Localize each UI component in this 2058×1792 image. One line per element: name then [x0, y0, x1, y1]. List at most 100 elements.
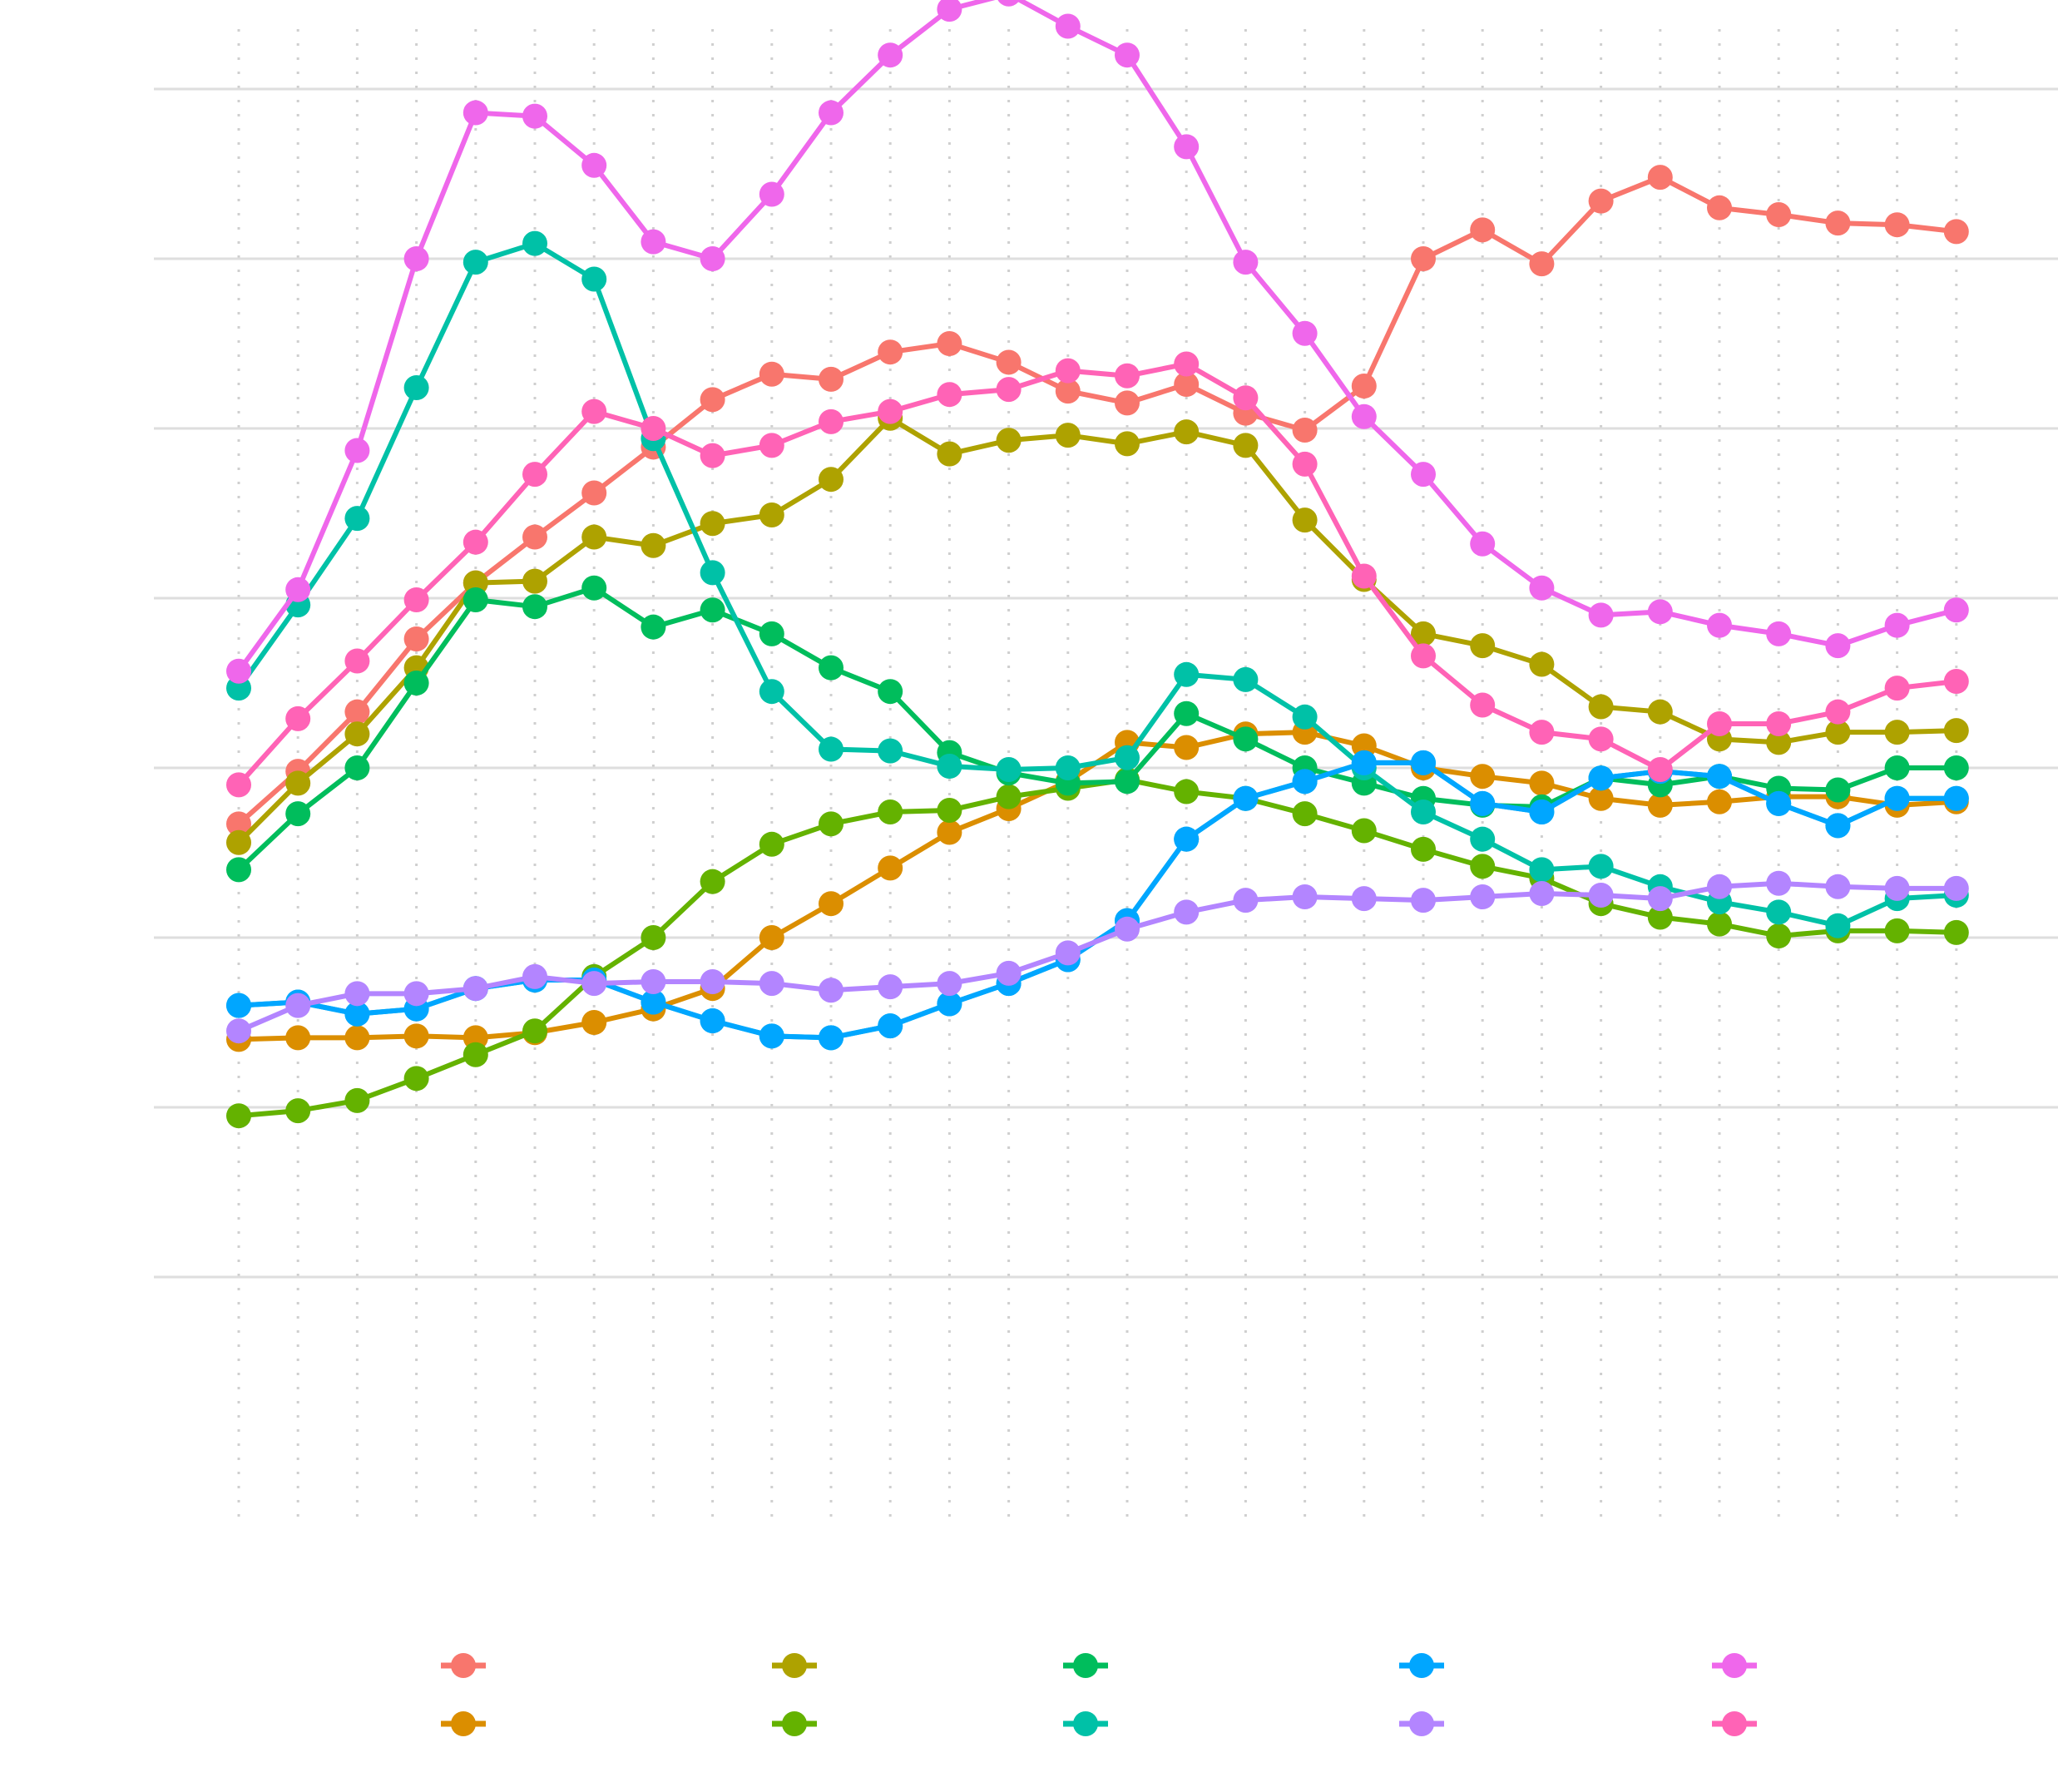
data-point	[700, 443, 725, 468]
data-point	[226, 829, 251, 855]
data-point	[759, 971, 784, 997]
legend-key-point	[1722, 1653, 1747, 1678]
data-point	[1292, 451, 1318, 477]
data-point	[403, 246, 429, 271]
data-point	[1529, 575, 1555, 601]
data-point	[226, 658, 251, 684]
data-point	[1411, 799, 1436, 825]
legend-key-point	[1409, 1653, 1434, 1678]
data-point	[226, 772, 251, 798]
data-point	[819, 100, 843, 126]
data-point	[1766, 790, 1792, 816]
data-point	[641, 925, 666, 950]
data-point	[700, 560, 725, 586]
data-point	[1647, 699, 1673, 725]
data-point	[878, 1013, 903, 1039]
data-point	[1766, 730, 1792, 755]
data-point	[1470, 764, 1496, 790]
series-6	[226, 230, 1969, 938]
data-point	[1766, 870, 1792, 896]
legend-key-point	[1722, 1711, 1747, 1736]
data-point	[1647, 165, 1673, 191]
data-point	[1529, 251, 1555, 277]
data-point	[1174, 735, 1200, 760]
data-point	[878, 398, 903, 424]
data-point	[700, 511, 725, 537]
data-point	[403, 981, 429, 1007]
data-point	[1292, 507, 1318, 533]
data-point	[1411, 621, 1436, 646]
data-point	[1647, 792, 1673, 818]
data-point	[700, 969, 725, 995]
data-point	[759, 181, 784, 207]
data-point	[700, 246, 725, 271]
data-point	[344, 981, 370, 1007]
data-point	[1588, 726, 1614, 752]
data-point	[641, 969, 666, 995]
data-point	[1529, 720, 1555, 745]
data-point	[1233, 726, 1259, 752]
legend-key-point	[1409, 1711, 1434, 1736]
data-point	[522, 103, 547, 129]
data-point	[1588, 883, 1614, 908]
data-point	[1292, 769, 1318, 795]
data-point	[1055, 379, 1081, 404]
data-point	[759, 433, 784, 458]
data-point	[641, 989, 666, 1015]
data-point	[1943, 785, 1969, 811]
series-line	[236, 880, 1959, 1034]
data-point	[1943, 219, 1969, 245]
series-line	[236, 0, 1959, 674]
data-point	[1470, 884, 1496, 910]
data-point	[1766, 710, 1792, 736]
data-point	[522, 1018, 547, 1044]
data-point	[522, 524, 547, 550]
data-point	[285, 993, 311, 1018]
data-point	[1588, 188, 1614, 214]
data-point	[403, 671, 429, 696]
data-point	[285, 1025, 311, 1051]
data-point	[1588, 694, 1614, 720]
data-point	[344, 755, 370, 780]
data-point	[1825, 720, 1851, 745]
legend-item	[1063, 1653, 1108, 1678]
data-point	[226, 1018, 251, 1044]
data-point	[463, 587, 488, 613]
data-point	[344, 699, 370, 725]
data-point	[1766, 621, 1792, 646]
data-point	[1411, 246, 1436, 271]
data-point	[1233, 785, 1259, 811]
series-9	[226, 870, 1969, 1044]
data-point	[226, 857, 251, 883]
data-point	[819, 811, 843, 837]
data-point	[1647, 599, 1673, 625]
data-point	[1825, 813, 1851, 839]
data-point	[937, 0, 962, 22]
data-point	[1055, 358, 1081, 384]
data-point	[1115, 769, 1140, 795]
data-point	[1588, 854, 1614, 879]
series-11	[226, 351, 1969, 798]
legend-item	[1399, 1711, 1444, 1736]
data-point	[1825, 777, 1851, 803]
data-point	[581, 152, 607, 178]
data-point	[1174, 351, 1200, 377]
data-point	[1470, 692, 1496, 718]
data-point	[344, 506, 370, 532]
data-point	[1233, 888, 1259, 913]
legend-item	[441, 1711, 486, 1736]
data-point	[1707, 789, 1732, 814]
data-point	[1351, 374, 1377, 398]
data-point	[878, 855, 903, 881]
data-point	[1351, 403, 1377, 429]
data-point	[1707, 874, 1732, 899]
data-point	[285, 577, 311, 602]
data-point	[1884, 720, 1910, 745]
data-point	[463, 529, 488, 555]
data-point	[1884, 212, 1910, 238]
data-point	[1233, 385, 1259, 411]
data-point	[937, 991, 962, 1017]
data-point	[1825, 699, 1851, 725]
data-point	[344, 438, 370, 463]
